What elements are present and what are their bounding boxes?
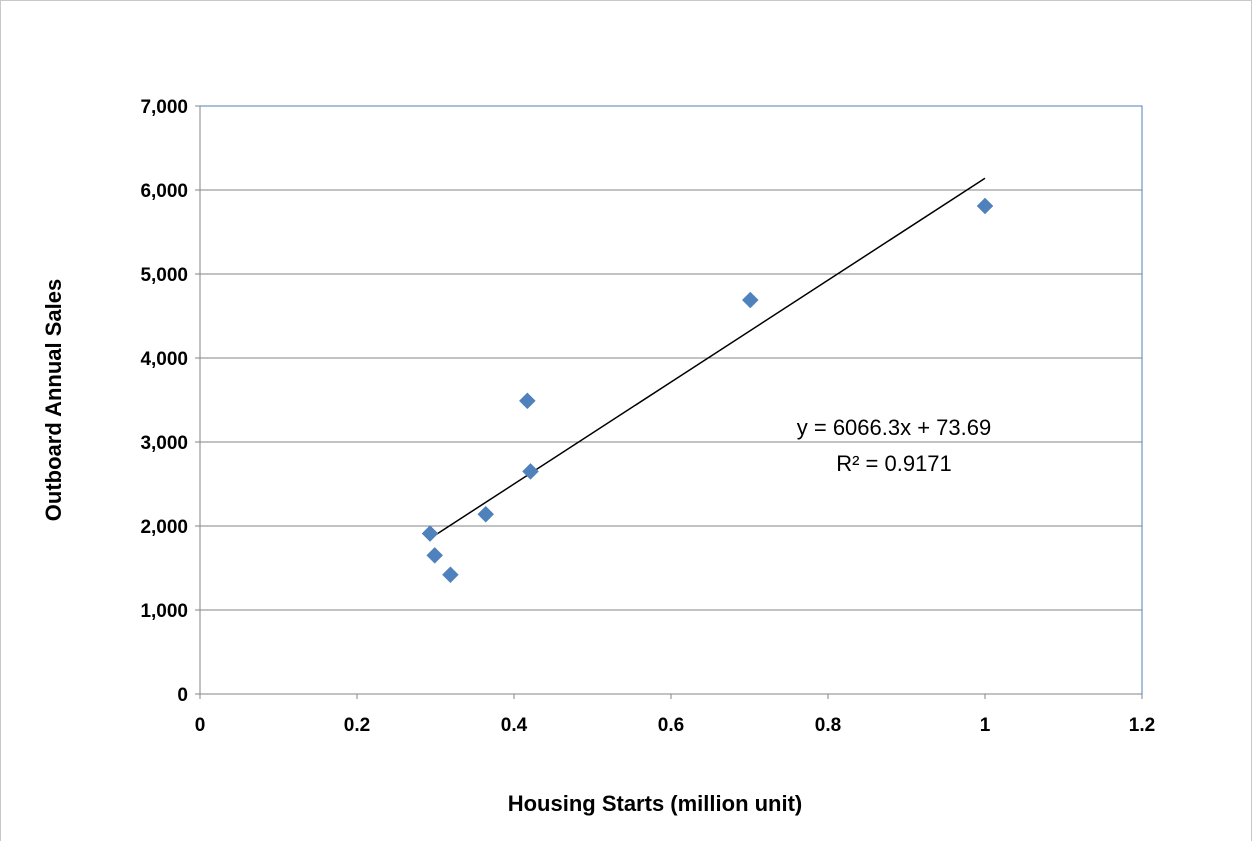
data-point	[741, 291, 759, 309]
x-axis-tick-labels: 0 0.2 0.4 0.6 0.8 1 1.2	[195, 715, 1156, 736]
y-tick-label: 4,000	[140, 349, 188, 370]
y-tick-label: 3,000	[140, 433, 188, 454]
data-point	[442, 566, 459, 584]
x-tick-label: 0.6	[658, 715, 684, 736]
data-points	[421, 197, 994, 584]
x-tick-label: 0	[195, 715, 206, 736]
gridlines	[200, 105, 1142, 611]
y-axis-tick-labels: 0 1,000 2,000 3,000 4,000 5,000 6,000 7,000	[140, 97, 188, 706]
y-tick-label: 1,000	[140, 601, 188, 622]
data-point	[976, 197, 994, 215]
trendline-equation: y = 6066.3x + 73.69	[797, 415, 992, 440]
data-point	[426, 547, 444, 564]
x-tick-label: 0.8	[815, 715, 841, 736]
y-tick-label: 2,000	[140, 517, 188, 538]
y-tick-label: 7,000	[140, 97, 188, 118]
y-tick-label: 0	[177, 685, 188, 706]
trendline	[429, 177, 986, 540]
data-point	[522, 463, 539, 480]
x-tick-label: 0.4	[501, 715, 528, 736]
y-tick-label: 5,000	[140, 265, 188, 286]
data-point	[421, 525, 439, 542]
x-tick-label: 0.2	[344, 715, 370, 736]
x-tick-label: 1.2	[1129, 715, 1155, 736]
y-tick-label: 6,000	[140, 181, 188, 202]
y-axis-title: Outboard Annual Sales	[41, 279, 66, 521]
data-point	[518, 392, 536, 410]
x-tick-label: 1	[980, 715, 991, 736]
r-squared-label: R² = 0.9171	[836, 451, 952, 476]
axes	[195, 105, 1143, 699]
x-axis-title: Housing Starts (million unit)	[508, 791, 803, 816]
plot-area-border	[199, 105, 1143, 695]
data-point	[477, 505, 495, 523]
